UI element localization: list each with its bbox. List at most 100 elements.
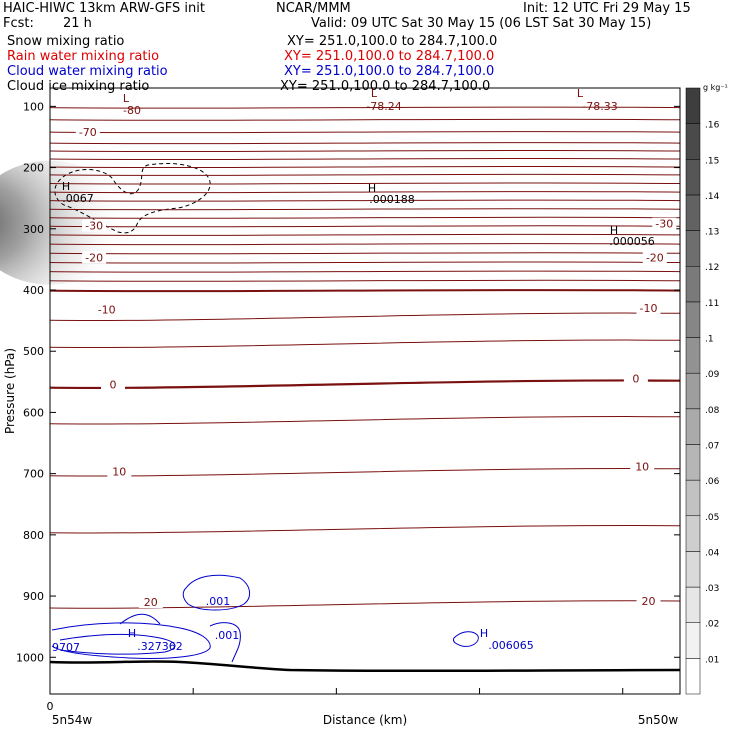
colorbar-segment xyxy=(685,586,701,623)
extremum-marker: L xyxy=(123,92,130,105)
isotherm-line xyxy=(49,379,681,390)
isotherm-label-bg xyxy=(82,219,107,232)
field-xy-cloud-water: XY= 251.0,100.0 to 284.7,100.0 xyxy=(284,64,495,79)
colorbar-label: .02 xyxy=(705,620,719,630)
y-tick-label: 900 xyxy=(23,590,44,603)
extremum-marker: H xyxy=(128,627,136,640)
y-tick-label: 800 xyxy=(23,529,44,542)
colorbar-label: .11 xyxy=(705,299,719,309)
colorbar-segment xyxy=(685,194,701,231)
isotherm-line xyxy=(49,524,681,534)
forecast-label: Fcst: xyxy=(3,16,34,31)
cloud-water-contour xyxy=(182,574,250,611)
extremum-marker: L xyxy=(371,87,378,100)
colorbar-segment xyxy=(685,337,701,374)
colorbar-label: .16 xyxy=(705,121,720,131)
isotherm-label-bg xyxy=(642,251,667,264)
colorbar-label: .03 xyxy=(705,584,719,594)
isotherm-label: -20 xyxy=(646,251,664,264)
colorbar-label: .07 xyxy=(705,441,719,451)
model-title: HAIC-HIWC 13km ARW-GFS init xyxy=(3,1,205,16)
isotherm-line xyxy=(49,468,681,477)
field-name-rain: Rain water mixing ratio xyxy=(7,49,160,64)
extremum-marker: L xyxy=(577,87,584,100)
colorbar-label: .14 xyxy=(705,192,720,202)
field-xy-rain: XY= 251.0,100.0 to 284.7,100.0 xyxy=(284,49,495,64)
isotherm-label: 10 xyxy=(635,461,649,474)
isotherm-label-bg xyxy=(75,125,100,138)
extremum-marker: H xyxy=(480,627,488,640)
cloud-water-label: 9707 xyxy=(52,641,80,654)
colorbar-segment xyxy=(685,622,701,659)
isotherm-line xyxy=(49,270,681,273)
isotherm-line xyxy=(49,165,681,169)
colorbar-label: .09 xyxy=(705,370,720,380)
colorbar-segment xyxy=(685,551,701,588)
isotherm-line xyxy=(49,600,681,609)
isotherm-label-bg xyxy=(82,251,107,264)
extremum-marker: H xyxy=(368,182,376,195)
colorbar-segment xyxy=(685,444,701,481)
isotherm-label-bg xyxy=(107,465,132,478)
extremum-value: .000188 xyxy=(369,193,415,206)
isotherm-label: 0 xyxy=(632,373,639,386)
extremum-marker: H xyxy=(62,180,70,193)
field-xy-cloud-ice: XY= 251.0,100.0 to 284.7,100.0 xyxy=(280,79,491,94)
isotherm-line xyxy=(49,106,681,109)
isotherm-label-bg xyxy=(101,378,125,391)
isotherm-line xyxy=(49,131,681,134)
colorbar-label: .01 xyxy=(705,655,719,665)
y-tick-label: 200 xyxy=(23,162,44,175)
isotherm-label-bg xyxy=(94,303,119,316)
isotherm-line xyxy=(49,233,681,236)
colorbar-segment xyxy=(685,301,701,338)
field-name-cloud-water: Cloud water mixing ratio xyxy=(7,64,168,79)
colorbar-segment xyxy=(685,479,701,517)
isotherm-line xyxy=(49,199,681,202)
isotherm-label: -10 xyxy=(98,303,116,316)
isotherm-line xyxy=(49,142,681,145)
isotherm-line xyxy=(49,252,681,255)
isotherm-label-bg xyxy=(636,302,661,315)
field-xy-snow: XY= 251.0,100.0 to 284.7,100.0 xyxy=(287,34,498,49)
colorbar-label: .13 xyxy=(705,228,719,238)
colorbar-segment xyxy=(685,515,701,552)
isotherm-label: 10 xyxy=(112,466,126,479)
terrain-line xyxy=(49,660,681,673)
x-end-label-right: 5n50w xyxy=(638,713,679,727)
forecast-hours: 21 h xyxy=(63,16,92,31)
isotherm-label: 20 xyxy=(642,595,656,608)
colorbar-segment xyxy=(685,372,701,410)
isotherm-line xyxy=(49,289,681,293)
extremum-value: .0067 xyxy=(62,192,94,205)
colorbar-segment xyxy=(685,87,701,124)
isotherm-label: -30 xyxy=(655,218,673,231)
y-tick-label: 300 xyxy=(23,223,44,236)
isotherm-line xyxy=(49,339,681,349)
y-tick-label: 700 xyxy=(23,468,44,481)
x-tick-label: 0 xyxy=(47,700,54,713)
isotherm-label-bg xyxy=(630,460,655,473)
field-name-cloud-ice: Cloud ice mixing ratio xyxy=(7,79,150,94)
isotherm-line xyxy=(49,261,681,264)
isotherm-line xyxy=(49,216,681,219)
colorbar-label: .15 xyxy=(705,156,719,166)
colorbar-label: .05 xyxy=(705,513,719,523)
cloud-water-contour xyxy=(119,613,161,625)
colorbar-segment xyxy=(685,408,701,445)
colorbar-label: .06 xyxy=(705,477,720,487)
isotherm-line xyxy=(49,225,681,228)
isotherm-line xyxy=(49,243,681,246)
organization-label: NCAR/MMM xyxy=(276,1,351,16)
x-end-label-left: 5n54w xyxy=(52,713,93,727)
extremum-value: .000056 xyxy=(609,235,655,248)
cloud-water-contour xyxy=(59,633,176,655)
extremum-marker: H xyxy=(610,224,618,237)
isotherm-label: 0 xyxy=(110,379,117,392)
cloud-water-contour xyxy=(51,622,211,659)
isotherm-label-bg xyxy=(138,596,163,609)
isotherm-line xyxy=(49,312,681,322)
cloud-water-label: .001 xyxy=(215,629,240,642)
colorbar-segment xyxy=(685,230,701,267)
